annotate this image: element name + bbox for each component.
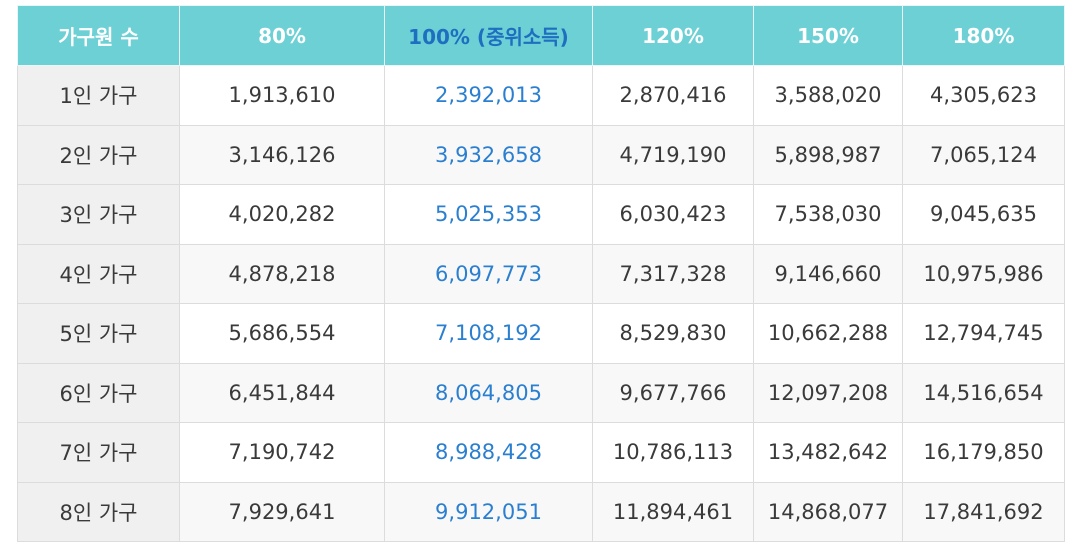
table-cell: 4,719,190: [592, 124, 754, 185]
table-cell: 10,975,986: [902, 243, 1065, 304]
table-cell: 3,146,126: [179, 124, 385, 185]
median-income-cell: 8,988,428: [384, 422, 593, 483]
table-cell: 9,677,766: [592, 362, 754, 423]
table-cell: 8,529,830: [592, 303, 754, 364]
table-cell: 10,786,113: [592, 422, 754, 483]
row-label: 1인 가구: [17, 65, 180, 126]
table-cell: 7,538,030: [753, 184, 903, 245]
table-cell: 7,065,124: [902, 124, 1065, 185]
median-income-cell: 2,392,013: [384, 65, 593, 126]
header-180-percent: 180%: [902, 5, 1065, 66]
income-table-container: 가구원 수 80% 100% (중위소득) 120% 150% 180% 1인 …: [17, 5, 1065, 542]
header-household-size: 가구원 수: [17, 5, 180, 66]
median-income-cell: 7,108,192: [384, 303, 593, 364]
median-income-cell: 8,064,805: [384, 362, 593, 423]
row-label: 8인 가구: [17, 481, 180, 542]
table-row: 1인 가구 1,913,610 2,392,013 2,870,416 3,58…: [17, 65, 1065, 126]
table-cell: 2,870,416: [592, 65, 754, 126]
row-label: 5인 가구: [17, 303, 180, 364]
table-cell: 4,020,282: [179, 184, 385, 245]
table-cell: 6,451,844: [179, 362, 385, 423]
table-cell: 12,794,745: [902, 303, 1065, 364]
table-cell: 12,097,208: [753, 362, 903, 423]
table-cell: 6,030,423: [592, 184, 754, 245]
table-row: 4인 가구 4,878,218 6,097,773 7,317,328 9,14…: [17, 243, 1065, 304]
median-income-cell: 5,025,353: [384, 184, 593, 245]
header-120-percent: 120%: [592, 5, 754, 66]
table-cell: 5,686,554: [179, 303, 385, 364]
table-row: 5인 가구 5,686,554 7,108,192 8,529,830 10,6…: [17, 303, 1065, 364]
row-label: 4인 가구: [17, 243, 180, 304]
header-80-percent: 80%: [179, 5, 385, 66]
table-cell: 4,305,623: [902, 65, 1065, 126]
table-cell: 4,878,218: [179, 243, 385, 304]
median-income-table: 가구원 수 80% 100% (중위소득) 120% 150% 180% 1인 …: [17, 5, 1065, 542]
table-cell: 9,146,660: [753, 243, 903, 304]
table-cell: 17,841,692: [902, 481, 1065, 542]
row-label: 3인 가구: [17, 184, 180, 245]
table-cell: 9,045,635: [902, 184, 1065, 245]
table-cell: 14,868,077: [753, 481, 903, 542]
table-cell: 7,317,328: [592, 243, 754, 304]
median-income-cell: 3,932,658: [384, 124, 593, 185]
table-row: 3인 가구 4,020,282 5,025,353 6,030,423 7,53…: [17, 184, 1065, 245]
table-cell: 16,179,850: [902, 422, 1065, 483]
table-cell: 13,482,642: [753, 422, 903, 483]
table-row: 8인 가구 7,929,641 9,912,051 11,894,461 14,…: [17, 481, 1065, 542]
header-150-percent: 150%: [753, 5, 903, 66]
table-cell: 14,516,654: [902, 362, 1065, 423]
table-header-row: 가구원 수 80% 100% (중위소득) 120% 150% 180%: [17, 5, 1065, 66]
table-cell: 1,913,610: [179, 65, 385, 126]
table-cell: 7,929,641: [179, 481, 385, 542]
median-income-cell: 9,912,051: [384, 481, 593, 542]
table-row: 7인 가구 7,190,742 8,988,428 10,786,113 13,…: [17, 422, 1065, 483]
table-cell: 11,894,461: [592, 481, 754, 542]
table-cell: 7,190,742: [179, 422, 385, 483]
median-income-cell: 6,097,773: [384, 243, 593, 304]
row-label: 7인 가구: [17, 422, 180, 483]
header-100-percent-median: 100% (중위소득): [384, 5, 593, 66]
table-cell: 5,898,987: [753, 124, 903, 185]
table-row: 6인 가구 6,451,844 8,064,805 9,677,766 12,0…: [17, 362, 1065, 423]
row-label: 2인 가구: [17, 124, 180, 185]
row-label: 6인 가구: [17, 362, 180, 423]
table-row: 2인 가구 3,146,126 3,932,658 4,719,190 5,89…: [17, 124, 1065, 185]
table-cell: 3,588,020: [753, 65, 903, 126]
table-cell: 10,662,288: [753, 303, 903, 364]
